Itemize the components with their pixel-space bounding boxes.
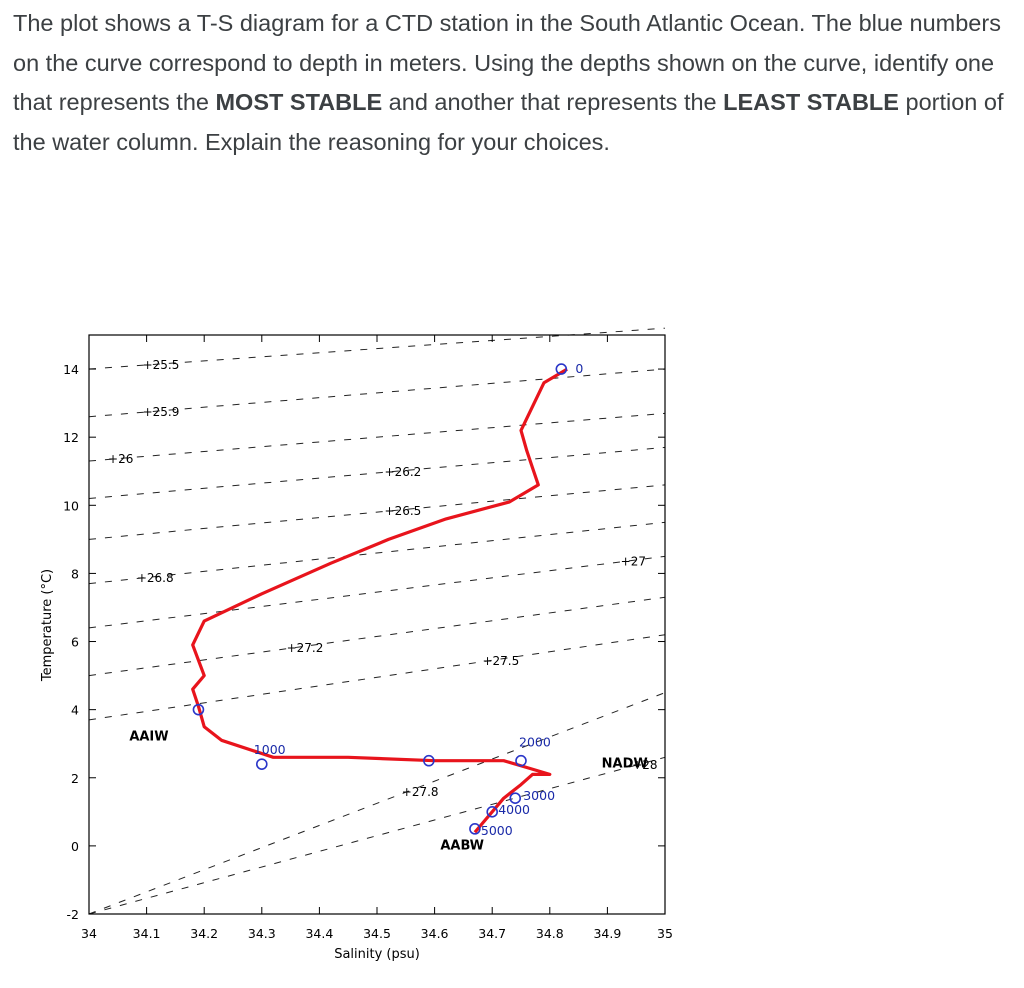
isopycnal-label-9: +27.8 <box>402 785 439 799</box>
isopycnal-label-3: +26.2 <box>385 465 422 479</box>
water-mass-nadw: NADW <box>602 757 648 772</box>
y-tick-label: 4 <box>71 703 79 718</box>
water-mass-aabw: AABW <box>440 838 484 853</box>
x-tick-label: 34.5 <box>363 926 391 941</box>
x-tick-label: 34.7 <box>478 926 506 941</box>
ts-diagram: +25.5 +25.9 +26 +26.2 +26.5 +26.8 +27 +27.2 +27.… <box>40 327 673 962</box>
depth-marker-0 <box>555 363 568 375</box>
y-axis-title: Temperature (°C) <box>40 569 55 682</box>
x-tick-label: 34 <box>81 926 97 941</box>
y-tick-label: 10 <box>63 498 79 513</box>
x-axis-title: Salinity (psu) <box>334 947 420 962</box>
isopycnal-label-2: +26 <box>108 452 133 466</box>
depth-label-1000: 1000 <box>254 742 286 757</box>
isopycnal-label-7: +27.2 <box>287 641 324 655</box>
y-tick-label: 0 <box>71 839 79 854</box>
y-tick-label: 14 <box>63 362 79 377</box>
depth-marker-4 <box>515 754 527 767</box>
y-tick-label: 2 <box>71 771 79 786</box>
isopycnal-line-1 <box>88 368 666 418</box>
depth-marker-3 <box>423 754 435 767</box>
x-tick-label: 34.3 <box>248 926 276 941</box>
depth-marker-1 <box>192 703 205 716</box>
x-tick-label: 34.9 <box>593 926 621 941</box>
plot-frame <box>88 334 666 915</box>
ts-profile <box>191 367 568 834</box>
x-tick-label: 34.6 <box>421 926 449 941</box>
depth-label-5000: 5000 <box>481 823 513 838</box>
depth-marker-5 <box>509 792 522 805</box>
isopycnal-label-4: +26.5 <box>385 504 422 518</box>
isopycnal-line-2 <box>88 412 666 462</box>
ts-curve <box>191 367 568 834</box>
isopycnal-line-5 <box>88 521 666 585</box>
depth-label-2000: 2000 <box>519 735 551 750</box>
isopycnal-label-0: +25.5 <box>143 358 180 372</box>
depth-label-3000: 3000 <box>523 788 555 803</box>
least-stable-emphasis: LEAST STABLE <box>723 89 899 115</box>
isopycnal-label-8: +27.5 <box>482 654 519 668</box>
y-tick-label: 12 <box>63 430 79 445</box>
isopycnal-line-6 <box>88 555 666 629</box>
isopycnal-label-10: +28 <box>632 758 657 772</box>
isopycnal-line-10 <box>88 756 666 915</box>
x-tick-label: 34.4 <box>305 926 333 941</box>
depth-marker-2 <box>255 758 268 770</box>
isopycnal-label-1: +25.9 <box>143 405 180 419</box>
isopycnal-line-7 <box>88 596 666 677</box>
most-stable-emphasis: MOST STABLE <box>215 89 383 115</box>
depth-label-0: 0 <box>575 361 583 376</box>
isopycnal-line-3 <box>88 446 666 499</box>
water-mass-aaiw: AAIW <box>129 729 168 744</box>
depth-marker-6 <box>486 806 499 818</box>
annotations: AAIW NADW AABW <box>129 729 647 853</box>
isopycnal-lines: +25.5 +25.9 +26 +26.2 +26.5 +26.8 +27 +27.2 +27.… <box>88 327 666 915</box>
depth-label-4000: 4000 <box>498 802 530 817</box>
x-tick-label: 34.1 <box>133 926 161 941</box>
x-tick-label: 34.8 <box>536 926 564 941</box>
x-tick-label: 35 <box>657 926 673 941</box>
y-tick-label: 8 <box>71 566 79 581</box>
isopycnal-label-5: +26.8 <box>137 571 174 585</box>
y-tick-label: 6 <box>71 635 79 650</box>
question-text: The plot shows a T-S diagram for a CTD s… <box>13 10 1004 155</box>
y-tick-label: -2 <box>67 907 79 922</box>
isopycnal-line-8 <box>88 634 666 721</box>
depth-marker-7 <box>469 823 481 835</box>
isopycnal-line-4 <box>88 484 666 540</box>
isopycnal-line-9 <box>88 692 666 915</box>
axes: 34 34.1 34.2 34.3 34.4 34.5 34.6 34.7 34.8 34.9 35… <box>63 335 673 941</box>
x-tick-label: 34.2 <box>190 926 218 941</box>
isopycnal-label-6: +27 <box>621 554 646 568</box>
